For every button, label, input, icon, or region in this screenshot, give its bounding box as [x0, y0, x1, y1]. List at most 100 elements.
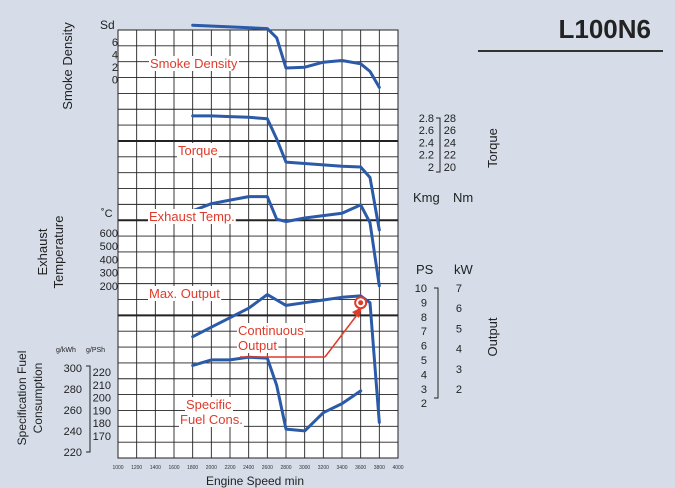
fuel-axis-label-1: Specification Fuel [15, 351, 29, 446]
smoke-tick: 0 [112, 75, 118, 87]
continuous-output-label-1: Continuous [238, 323, 304, 338]
torque-tick-b: 28 [444, 113, 456, 125]
output-tick-b: 6 [456, 303, 462, 315]
output-tick-b: 3 [456, 364, 462, 376]
grid-frame [117, 29, 399, 459]
fuel-tick-a: 240 [64, 426, 82, 438]
x-tick-label: 2600 [262, 465, 273, 471]
fuel-scale-bracket [86, 365, 91, 453]
x-tick-label: 1400 [150, 465, 161, 471]
x-axis: 1000 1200 1400 1600 1800 2000 2200 2400 2600 2800… [112, 465, 403, 488]
continuous-output-label-2-bg [237, 338, 279, 353]
x-tick-label: 3200 [318, 465, 329, 471]
model-title: L100N6 [558, 14, 652, 44]
fuel-tick-a: 280 [64, 384, 82, 396]
x-tick-label: 1800 [187, 465, 198, 471]
fuel-unit-a: g/kWh [56, 347, 76, 354]
output-tick-b: 2 [456, 384, 462, 396]
smoke-axis-label: Smoke Density [60, 22, 75, 110]
torque-tick-a: 2.2 [419, 150, 434, 162]
torque-tick-b: 22 [444, 150, 456, 162]
continuous-output-dot [358, 300, 364, 306]
output-tick-a: 3 [421, 384, 427, 396]
output-unit-a: PS [416, 262, 434, 277]
exhaust-axis-label-2: Temperature [51, 216, 66, 289]
continuous-output-label-2: Output [238, 338, 277, 353]
torque-tick-b: 26 [444, 125, 456, 137]
fuel-tick-b: 190 [93, 405, 111, 417]
smoke-tick: 4 [112, 50, 118, 62]
torque-tick-b: 24 [444, 137, 456, 149]
max-output-label-bg [148, 286, 222, 301]
continuous-output-arrowhead [352, 307, 362, 318]
exhaust-temp-label: Exhaust Temp. [149, 209, 235, 224]
fuel-tick-b: 210 [93, 380, 111, 392]
fuel-tick-b: 170 [93, 431, 111, 443]
fuel-cons-label-1-bg [185, 397, 234, 412]
title-underline [478, 50, 663, 52]
exhaust-tick: 600 [100, 228, 118, 240]
x-tick-label: 2400 [243, 465, 254, 471]
smoke-density-label: Smoke Density [150, 56, 238, 71]
x-axis-label: Engine Speed min [206, 474, 304, 488]
torque-tick-a: 2.4 [419, 137, 434, 149]
torque-tick-a: 2.6 [419, 125, 434, 137]
exhaust-temp-label-bg [148, 209, 236, 224]
exhaust-tick: 300 [100, 268, 118, 280]
x-tick-label: 1000 [112, 465, 123, 471]
output-tick-a: 10 [415, 283, 427, 295]
output-tick-a: 5 [421, 355, 427, 367]
fuel-tick-a: 260 [64, 405, 82, 417]
continuous-output-label-1-bg [237, 323, 306, 338]
output-axis-label: Output [485, 317, 500, 356]
torque-tick-a: 2.8 [419, 113, 434, 125]
smoke-density-label-bg [149, 56, 239, 71]
torque-label-bg [177, 143, 219, 158]
torque-tick-a: 2 [428, 162, 434, 174]
output-tick-a: 2 [421, 398, 427, 410]
x-tick-label: 3400 [336, 465, 347, 471]
smoke-unit: Sd [100, 18, 115, 32]
exhaust-tick: 400 [100, 254, 118, 266]
torque-axis-label: Torque [485, 128, 500, 168]
torque-unit-b: Nm [453, 190, 473, 205]
fuel-tick-a: 220 [64, 447, 82, 459]
exhaust-unit: ˚C [101, 208, 113, 220]
curve-specific-fuel-cons [191, 355, 363, 433]
curve-labels: Smoke Density Torque Exhaust Temp. Max. Out… [148, 56, 362, 427]
output-tick-a: 8 [421, 312, 427, 324]
x-tick-label: 1600 [168, 465, 179, 471]
fuel-tick-b: 180 [93, 418, 111, 430]
torque-unit-a: Kmg [413, 190, 440, 205]
x-tick-label: 3800 [374, 465, 385, 471]
curve-max-output [191, 293, 381, 424]
exhaust-axis-label-1: Exhaust [35, 228, 50, 275]
smoke-tick: 2 [112, 62, 118, 74]
chart-grid [117, 29, 399, 459]
fuel-unit-b: g/PSh [86, 347, 105, 354]
curve-torque [191, 114, 381, 232]
output-tick-a: 7 [421, 326, 427, 338]
x-tick-label: 3600 [355, 465, 366, 471]
fuel-cons-label-2: Fuel Cons. [180, 412, 243, 427]
output-tick-a: 4 [421, 369, 427, 381]
output-tick-a: 6 [421, 341, 427, 353]
x-tick-label: 3000 [299, 465, 310, 471]
smoke-tick: 6 [112, 37, 118, 49]
exhaust-tick: 500 [100, 241, 118, 253]
output-tick-b: 5 [456, 323, 462, 335]
output-unit-b: kW [454, 262, 474, 277]
output-scale-bracket [434, 287, 439, 399]
fuel-cons-label-2-bg [179, 412, 244, 427]
x-tick-label: 4000 [392, 465, 403, 471]
curves [191, 23, 381, 433]
torque-scale-bracket [436, 117, 441, 173]
curve-smoke-density [191, 23, 381, 89]
fuel-axis-label-2: Consumption [31, 363, 45, 434]
x-tick-label: 2200 [224, 465, 235, 471]
fuel-tick-b: 220 [93, 367, 111, 379]
fuel-cons-label-1: Specific [186, 397, 232, 412]
